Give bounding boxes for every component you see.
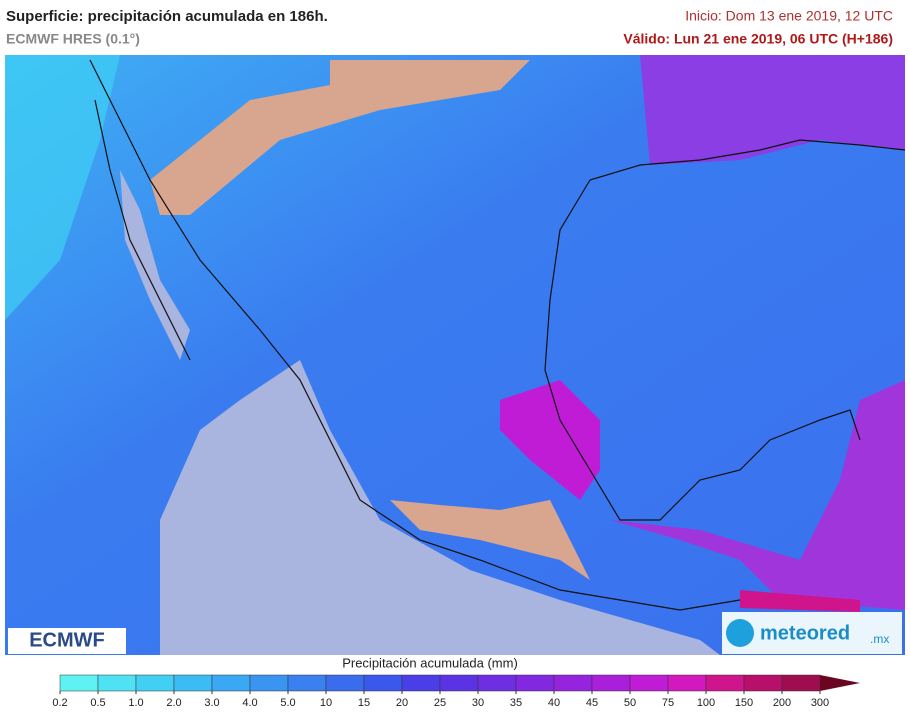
legend-swatch — [553, 674, 593, 692]
legend-arrow — [820, 675, 860, 691]
legend-swatch — [439, 674, 479, 692]
legend-swatch — [287, 674, 327, 692]
legend-swatch — [59, 674, 99, 692]
legend-tick-label: 25 — [434, 697, 446, 709]
legend-swatch — [591, 674, 631, 692]
precip-light — [5, 55, 120, 320]
legend-tick-label: 100 — [697, 697, 715, 709]
precip-veracruz — [500, 380, 600, 500]
dry-gulf — [120, 170, 190, 360]
legend-tick-label: 4.0 — [242, 697, 257, 709]
model-name: ECMWF HRES (0.1°) — [6, 31, 140, 47]
logo-right-suffix: .mx — [870, 632, 889, 646]
legend-swatch — [477, 674, 517, 692]
map: ECMWF meteored .mx — [5, 55, 906, 655]
legend-tick-label: 2.0 — [166, 697, 181, 709]
legend-tick-label: 20 — [396, 697, 408, 709]
legend-title: Precipitación acumulada (mm) — [342, 655, 518, 670]
legend-swatch — [781, 674, 821, 692]
legend-tick-label: 1.0 — [128, 697, 143, 709]
legend-swatch — [173, 674, 213, 692]
legend-swatch — [705, 674, 745, 692]
valid-time: Válido: Lun 21 ene 2019, 06 UTC (H+186) — [623, 31, 893, 47]
legend-tick-label: 150 — [735, 697, 753, 709]
legend-swatch — [743, 674, 783, 692]
legend-tick-label: 200 — [773, 697, 791, 709]
legend-swatch — [363, 674, 403, 692]
legend-swatch — [249, 674, 289, 692]
legend: 0.2 0.5 1.0 2.0 3.0 4.0 5.0 10 15 20 25 30 35 40 45 50 7… — [52, 674, 860, 709]
legend-tick-label: 10 — [320, 697, 332, 709]
legend-swatch — [211, 674, 251, 692]
legend-tick-label: 50 — [624, 697, 636, 709]
legend-tick-label: 3.0 — [204, 697, 219, 709]
logo-left: ECMWF — [29, 629, 105, 651]
coastline — [89, 59, 906, 611]
legend-tick-label: 0.5 — [90, 697, 105, 709]
logo-right: meteored — [760, 622, 850, 644]
legend-tick-label: 15 — [358, 697, 370, 709]
legend-tick-label: 0.2 — [52, 697, 67, 709]
legend-swatch — [97, 674, 137, 692]
legend-swatch — [135, 674, 175, 692]
dry-land-north — [150, 60, 530, 215]
legend-tick-label: 35 — [510, 697, 522, 709]
legend-swatch — [667, 674, 707, 692]
legend-swatch — [515, 674, 555, 692]
logo-left-box — [8, 628, 126, 654]
legend-swatch — [629, 674, 669, 692]
legend-tick-label: 300 — [811, 697, 829, 709]
precip-us — [640, 55, 905, 165]
legend-swatch — [401, 674, 441, 692]
legend-tick-label: 5.0 — [280, 697, 295, 709]
legend-tick-label: 45 — [586, 697, 598, 709]
init-time: Inicio: Dom 13 ene 2019, 12 UTC — [685, 8, 893, 24]
map-title: Superficie: precipitación acumulada en 1… — [6, 8, 328, 25]
logo-right-icon — [726, 619, 754, 647]
legend-swatch — [325, 674, 365, 692]
dry-land-south — [390, 500, 590, 580]
dry-ocean — [160, 360, 720, 655]
precip-heavy — [740, 590, 860, 612]
precip-central-america — [610, 380, 905, 610]
legend-tick-label: 30 — [472, 697, 484, 709]
legend-tick-label: 40 — [548, 697, 560, 709]
legend-tick-label: 75 — [662, 697, 674, 709]
